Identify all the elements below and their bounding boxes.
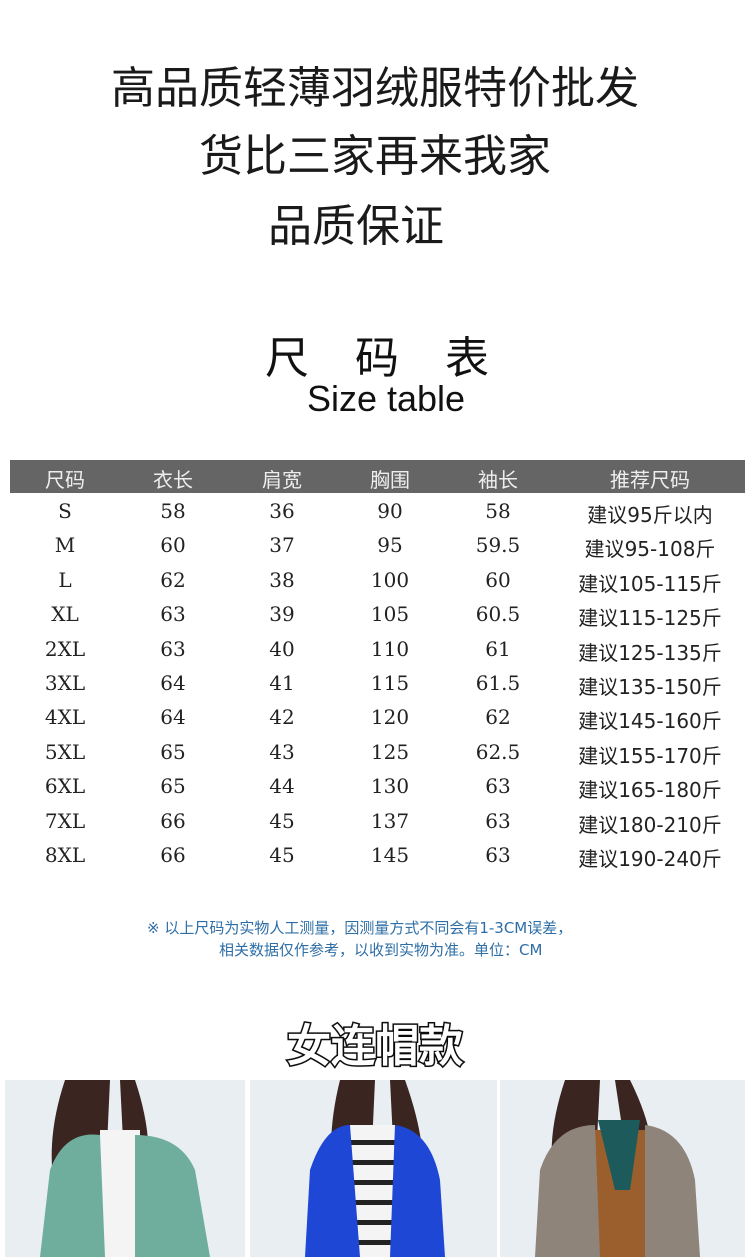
table-row: 8XL 66 45 145 63 建议190-240斤 bbox=[0, 839, 750, 873]
note-line-2: 相关数据仅作参考，以收到实物为准。单位：CM bbox=[219, 941, 543, 959]
table-cell: 64 bbox=[160, 705, 186, 730]
table-cell: 建议115-125斤 bbox=[578, 606, 722, 631]
table-cell: 63 bbox=[160, 602, 186, 627]
table-cell: 建议180-210斤 bbox=[578, 812, 722, 837]
table-cell: 2XL bbox=[44, 636, 86, 661]
table-cell: S bbox=[58, 499, 72, 523]
table-cell: 38 bbox=[269, 567, 295, 592]
product-photo-green bbox=[5, 1080, 245, 1257]
table-row: XL 63 39 105 60.5 建议115-125斤 bbox=[0, 598, 750, 632]
table-cell: 建议155-170斤 bbox=[578, 743, 722, 768]
table-cell: 58 bbox=[485, 499, 511, 523]
table-cell: 建议95斤以内 bbox=[587, 503, 713, 527]
column-header: 尺码 bbox=[45, 468, 85, 492]
headline-3: 品质保证 bbox=[268, 201, 444, 252]
table-cell: 62.5 bbox=[475, 739, 521, 764]
table-row: 6XL 65 44 130 63 建议165-180斤 bbox=[0, 770, 750, 804]
table-cell: 7XL bbox=[44, 808, 86, 833]
table-cell: 62 bbox=[485, 705, 511, 730]
table-cell: 60 bbox=[485, 567, 511, 592]
table-cell: 44 bbox=[269, 774, 295, 799]
table-cell: L bbox=[58, 567, 72, 592]
product-photo-taupe bbox=[500, 1080, 745, 1257]
table-cell: 建议95-108斤 bbox=[584, 537, 716, 562]
table-cell: 8XL bbox=[44, 843, 86, 867]
table-cell: 105 bbox=[370, 602, 410, 627]
product-photo-blue bbox=[250, 1080, 497, 1257]
column-header: 衣长 bbox=[153, 468, 193, 492]
table-cell: 建议190-240斤 bbox=[578, 847, 722, 871]
table-cell: 63 bbox=[485, 808, 511, 833]
model-blue-jacket bbox=[305, 1080, 445, 1257]
table-cell: 125 bbox=[370, 739, 410, 764]
table-cell: 60.5 bbox=[475, 602, 521, 627]
table-cell: XL bbox=[51, 602, 79, 627]
table-cell: 65 bbox=[160, 774, 186, 799]
table-cell: 90 bbox=[377, 499, 403, 523]
table-row: 4XL 64 42 120 62 建议145-160斤 bbox=[0, 701, 750, 735]
table-cell: 建议165-180斤 bbox=[578, 778, 722, 803]
table-row: L 62 38 100 60 建议105-115斤 bbox=[0, 564, 750, 598]
table-cell: 37 bbox=[269, 533, 295, 558]
size-table-title-en: Size table bbox=[306, 378, 466, 419]
table-row: 3XL 64 41 115 61.5 建议135-150斤 bbox=[0, 667, 750, 701]
table-cell: 100 bbox=[370, 567, 410, 592]
column-header: 肩宽 bbox=[262, 468, 302, 492]
table-cell: 62 bbox=[160, 567, 186, 592]
table-cell: 5XL bbox=[44, 739, 86, 764]
table-cell: 45 bbox=[269, 843, 295, 867]
table-cell: 95 bbox=[377, 533, 403, 558]
table-cell: 66 bbox=[160, 843, 186, 867]
note-line-1: ※ 以上尺码为实物人工测量，因测量方式不同会有1-3CM误差， bbox=[147, 919, 573, 937]
headline-1: 高品质轻薄羽绒服特价批发 bbox=[111, 63, 639, 114]
table-cell: 4XL bbox=[44, 705, 86, 730]
table-cell: 65 bbox=[160, 739, 186, 764]
table-cell: 110 bbox=[370, 636, 410, 661]
table-cell: 120 bbox=[370, 705, 410, 730]
table-cell: 41 bbox=[269, 671, 295, 695]
column-header: 袖长 bbox=[478, 468, 518, 492]
table-cell: 137 bbox=[370, 808, 410, 833]
model-green-jacket bbox=[40, 1080, 210, 1257]
table-cell: 115 bbox=[370, 671, 410, 695]
table-cell: 59.5 bbox=[475, 533, 521, 558]
table-cell: 130 bbox=[370, 774, 410, 799]
table-cell: 42 bbox=[269, 705, 295, 730]
table-cell: 36 bbox=[269, 499, 295, 523]
table-cell: 45 bbox=[269, 808, 295, 833]
table-cell: 建议135-150斤 bbox=[578, 675, 722, 699]
table-cell: 6XL bbox=[44, 774, 86, 799]
table-cell: 建议145-160斤 bbox=[578, 709, 722, 734]
table-cell: 61 bbox=[485, 636, 511, 661]
size-table-title-cn: 尺 码 表 bbox=[265, 333, 505, 384]
table-cell: 建议105-115斤 bbox=[578, 571, 722, 596]
table-row: M 60 37 95 59.5 建议95-108斤 bbox=[0, 529, 750, 563]
table-cell: 60 bbox=[160, 533, 186, 558]
table-cell: 61.5 bbox=[475, 671, 521, 695]
column-header: 胸围 bbox=[370, 468, 410, 492]
table-cell: 63 bbox=[160, 636, 186, 661]
table-cell: 39 bbox=[269, 602, 295, 627]
table-cell: 58 bbox=[160, 499, 186, 523]
table-cell: 66 bbox=[160, 808, 186, 833]
table-row: 5XL 65 43 125 62.5 建议155-170斤 bbox=[0, 736, 750, 770]
table-cell: M bbox=[54, 533, 76, 558]
table-cell: 63 bbox=[485, 843, 511, 867]
table-row: 2XL 63 40 110 61 建议125-135斤 bbox=[0, 633, 750, 667]
column-header: 推荐尺码 bbox=[610, 468, 690, 492]
table-cell: 3XL bbox=[44, 671, 86, 695]
style-title: 女连帽款 bbox=[286, 1020, 465, 1074]
size-table-header: 尺码 衣长 肩宽 胸围 袖长 推荐尺码 bbox=[10, 460, 745, 493]
table-cell: 64 bbox=[160, 671, 186, 695]
headline-2: 货比三家再来我家 bbox=[199, 131, 551, 182]
table-cell: 40 bbox=[269, 636, 295, 661]
table-cell: 145 bbox=[370, 843, 410, 867]
table-row: 7XL 66 45 137 63 建议180-210斤 bbox=[0, 805, 750, 839]
table-cell: 43 bbox=[269, 739, 295, 764]
table-cell: 建议125-135斤 bbox=[578, 640, 722, 665]
table-row: S 58 36 90 58 建议95斤以内 bbox=[0, 495, 750, 529]
table-cell: 63 bbox=[485, 774, 511, 799]
model-taupe-jacket bbox=[535, 1080, 700, 1257]
